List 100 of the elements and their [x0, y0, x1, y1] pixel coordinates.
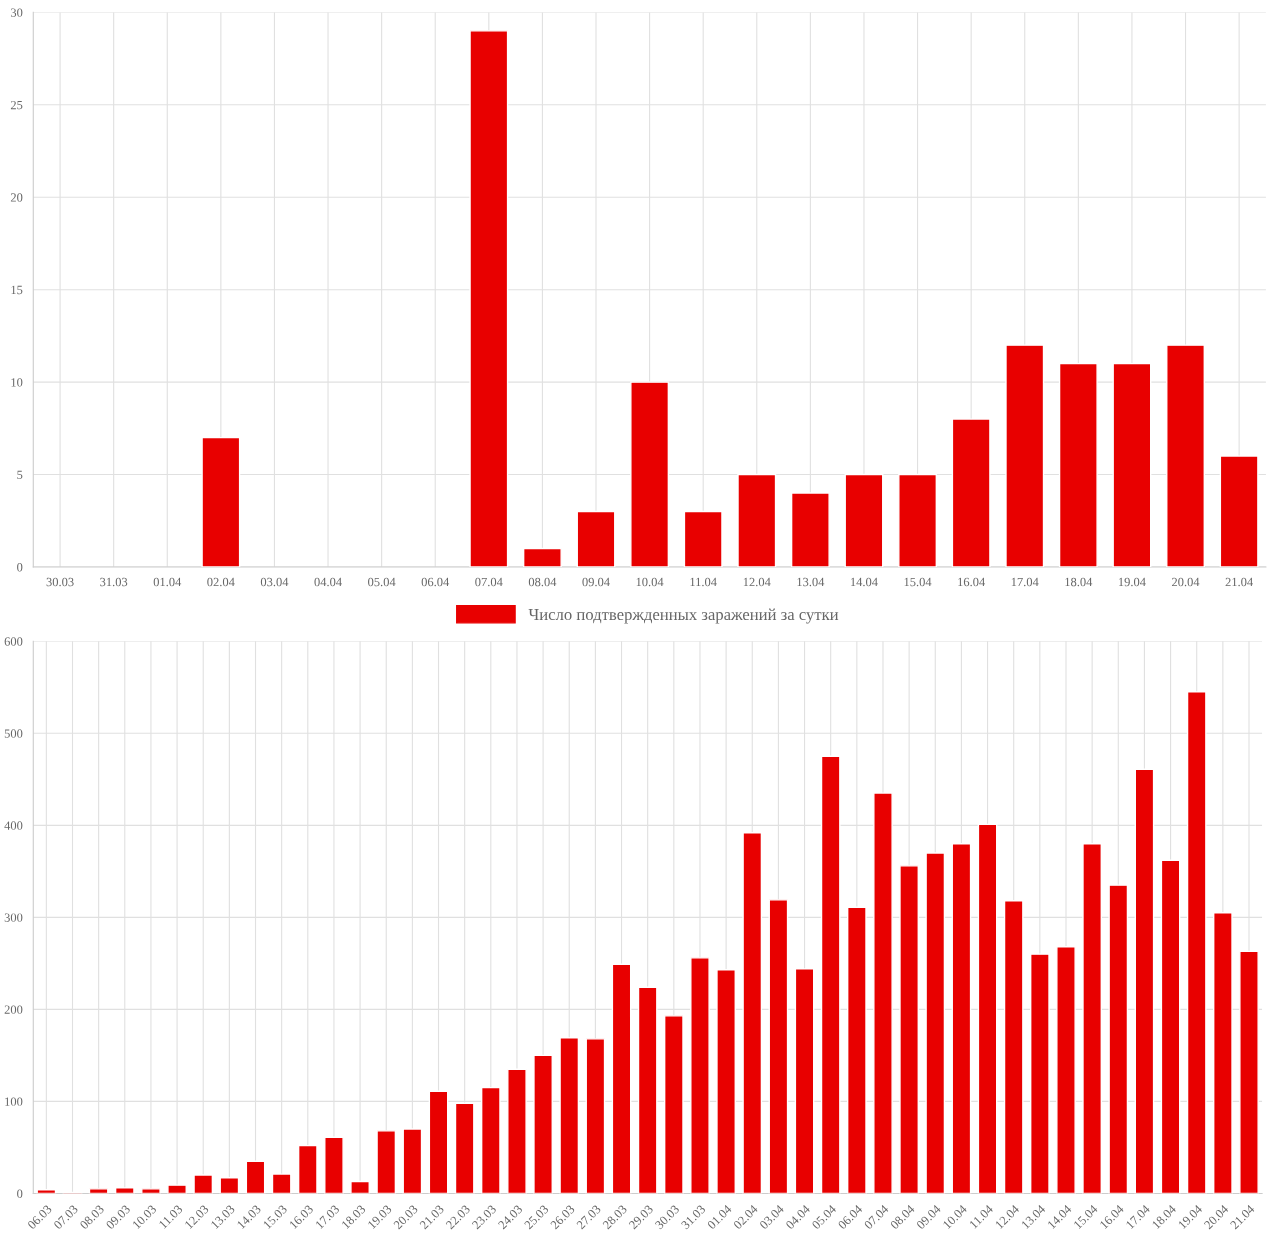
- x-tick-label: 12.04: [743, 577, 771, 587]
- bar: [1219, 455, 1259, 567]
- y-tick-label: 15: [11, 285, 23, 295]
- x-tick-label: 02.04: [207, 577, 235, 587]
- bar: [1003, 900, 1024, 1194]
- bar: [899, 865, 919, 1194]
- bar: [141, 1188, 161, 1194]
- y-tick-label: 30: [10, 8, 23, 17]
- bar: [663, 1015, 684, 1194]
- bar: [716, 969, 736, 1194]
- bar: [428, 1090, 449, 1194]
- bar: [297, 1144, 318, 1194]
- bar: [1058, 362, 1098, 567]
- bar: [585, 1038, 606, 1194]
- x-tick-label: 07.04: [475, 577, 503, 587]
- y-tick-label: 300: [4, 913, 23, 922]
- bar: [1186, 691, 1207, 1194]
- bar: [1166, 344, 1205, 567]
- legend-label: Число подтвержденных заражений за сутки: [528, 608, 839, 624]
- x-tick-label: 04.04: [314, 577, 342, 587]
- x-tick-label: 19.04: [1118, 577, 1146, 587]
- bar: [350, 1180, 370, 1194]
- y-tick-label: 500: [4, 729, 23, 738]
- y-tick-label: 400: [4, 821, 23, 830]
- y-tick-label: 600: [4, 637, 23, 646]
- bar: [820, 755, 841, 1194]
- bar: [742, 832, 763, 1194]
- x-tick-label: 16.04: [958, 577, 986, 587]
- bar: [88, 1188, 109, 1194]
- x-tick-label: 06.04: [421, 577, 450, 587]
- bar: [1239, 950, 1259, 1194]
- bar: [480, 1086, 501, 1194]
- bar: [683, 510, 723, 567]
- y-tick-label: 20: [10, 193, 23, 202]
- bar: [1134, 768, 1155, 1194]
- bar: [507, 1068, 527, 1194]
- bar: [925, 852, 946, 1194]
- bar: [951, 843, 972, 1194]
- bar: [271, 1173, 292, 1194]
- y-tick-label: 0: [17, 563, 23, 572]
- y-tick-label: 10: [11, 378, 23, 387]
- bar: [611, 963, 632, 1194]
- bar: [846, 906, 867, 1194]
- bar: [1112, 362, 1152, 567]
- bar: [977, 823, 998, 1194]
- bar: [1082, 843, 1102, 1194]
- bar: [454, 1102, 475, 1194]
- x-tick-label: 13.04: [797, 577, 825, 587]
- bar: [402, 1128, 423, 1194]
- bar: [469, 30, 509, 567]
- y-tick-label: 5: [17, 470, 23, 480]
- bar: [737, 473, 777, 567]
- y-tick-label: 0: [17, 1189, 23, 1198]
- bar: [1005, 344, 1045, 567]
- y-tick-label: 25: [10, 100, 23, 110]
- x-tick-label: 20.04: [1172, 577, 1200, 587]
- y-tick-label: 200: [4, 1005, 23, 1014]
- x-tick-label: 08.04: [528, 577, 557, 587]
- x-tick-label: 10.04: [636, 577, 664, 587]
- x-tick-label: 31.03: [100, 577, 128, 587]
- x-tick-label: 05.04: [368, 577, 396, 587]
- bar: [522, 547, 562, 567]
- bar: [114, 1187, 135, 1194]
- x-tick-label: 11.04: [690, 577, 717, 587]
- bar: [794, 968, 815, 1194]
- bar: [690, 957, 710, 1194]
- bar: [1056, 946, 1076, 1194]
- x-tick-label: 01.04: [153, 577, 182, 587]
- bar: [1213, 912, 1233, 1194]
- x-tick-label: 18.04: [1065, 577, 1093, 587]
- bar: [790, 492, 830, 567]
- bar: [36, 1189, 57, 1194]
- x-tick-label: 17.04: [1011, 577, 1039, 587]
- bar: [630, 381, 670, 567]
- bar: [533, 1054, 553, 1194]
- bar: [324, 1136, 344, 1194]
- x-tick-label: 30.03: [46, 577, 74, 587]
- bar: [193, 1174, 214, 1194]
- x-tick-label: 21.04: [1225, 577, 1253, 587]
- x-tick-label: 03.04: [260, 577, 289, 587]
- bar: [201, 436, 241, 567]
- bar: [376, 1130, 397, 1194]
- bar: [219, 1177, 240, 1194]
- x-tick-label: 14.04: [851, 577, 878, 587]
- bar: [768, 899, 789, 1194]
- bar: [898, 473, 938, 567]
- bar: [637, 986, 658, 1194]
- bar: [576, 510, 616, 567]
- bar: [844, 473, 884, 567]
- x-tick-label: 15.04: [904, 577, 932, 587]
- bar: [559, 1037, 580, 1194]
- bar: [245, 1160, 266, 1194]
- bar: [1160, 859, 1181, 1194]
- y-tick-label: 100: [5, 1097, 23, 1106]
- bar: [1030, 953, 1050, 1194]
- x-tick-label: 09.04: [582, 577, 610, 587]
- bar: [1108, 884, 1129, 1194]
- bar: [167, 1184, 187, 1194]
- bar: [873, 792, 893, 1194]
- bar: [951, 418, 991, 567]
